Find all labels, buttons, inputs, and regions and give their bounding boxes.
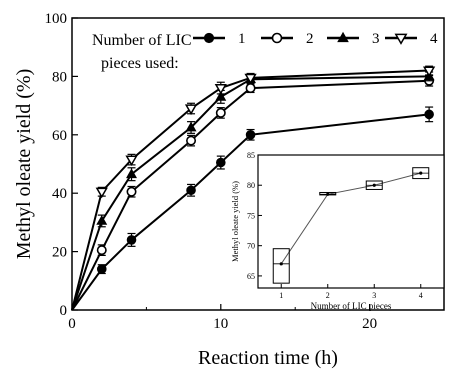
series-4 xyxy=(71,65,436,311)
inset-y-tick-label: 80 xyxy=(247,181,255,190)
data-point xyxy=(215,90,227,101)
data-point xyxy=(126,235,137,245)
data-point xyxy=(424,109,434,120)
legend-marker xyxy=(337,31,349,43)
data-point xyxy=(245,130,256,140)
inset-x-tick-label: 1 xyxy=(279,291,283,300)
data-point xyxy=(244,73,257,85)
x-axis-label: Reaction time (h) xyxy=(198,347,338,369)
inset-y-tick-label: 75 xyxy=(247,211,255,220)
x-tick-label: 20 xyxy=(362,316,377,332)
data-point xyxy=(245,83,256,94)
inset-data-point xyxy=(372,183,376,187)
inset-data-point xyxy=(326,192,330,196)
data-point xyxy=(214,83,227,95)
inset-series-line xyxy=(280,172,421,265)
legend-label: 4 xyxy=(430,31,438,47)
inset-y-tick-label: 65 xyxy=(247,272,255,281)
x-tick-label: 10 xyxy=(213,316,228,332)
series-1 xyxy=(71,106,434,311)
data-point xyxy=(96,264,107,274)
inset-frame xyxy=(257,154,445,289)
y-tick-label: 20 xyxy=(52,245,67,261)
inset-box xyxy=(272,248,290,284)
y-tick-label: 80 xyxy=(52,69,67,85)
data-point xyxy=(216,157,226,168)
inset-data-point xyxy=(279,262,283,266)
data-point xyxy=(126,168,137,179)
legend-marker xyxy=(203,32,215,44)
legend-label: 3 xyxy=(372,31,380,47)
inset-x-tick-label: 3 xyxy=(372,291,376,300)
y-tick-label: 60 xyxy=(52,128,67,144)
data-point xyxy=(96,245,107,256)
inset-x-tick-label: 2 xyxy=(326,291,330,300)
data-point xyxy=(185,121,197,132)
data-point xyxy=(96,215,108,225)
legend-label: 1 xyxy=(238,31,246,47)
y-tick-label: 100 xyxy=(45,11,68,27)
legend-title-line: Number of LIC xyxy=(92,32,192,49)
legend-marker xyxy=(271,32,283,44)
legend: Number of LIC pieces used: 1 2 3 4 xyxy=(92,31,438,72)
x-tick-label: 0 xyxy=(68,316,76,332)
data-point xyxy=(126,186,137,197)
data-point xyxy=(184,104,198,116)
data-point xyxy=(95,187,108,199)
inset-y-axis-label: Methyl oleate yield (%) xyxy=(230,181,240,262)
data-point xyxy=(125,155,138,167)
y-axis-label: Methyl oleate yield (%) xyxy=(13,69,35,260)
inset-x-axis-label: Number of LIC pieces xyxy=(311,301,392,311)
main-plot: 0 20 40 60 80 100 0 10 20 Reaction time (h) Methyl… xyxy=(13,11,445,369)
inset-y-tick-label: 70 xyxy=(247,242,255,251)
legend-title-line: pieces used: xyxy=(101,55,179,72)
y-tick-label: 40 xyxy=(52,186,67,202)
legend-marker xyxy=(394,33,408,45)
inset-x-tick-label: 4 xyxy=(419,291,423,300)
inset-data-point xyxy=(419,171,423,175)
data-point xyxy=(215,107,226,118)
data-point xyxy=(422,66,436,78)
data-point xyxy=(186,135,197,146)
y-tick-label: 0 xyxy=(60,303,68,319)
inset-plot: 65 70 75 80 85 1 2 3 4 Number of LIC pieces Methyl… xyxy=(230,151,445,311)
inset-y-tick-label: 85 xyxy=(247,151,255,160)
legend-label: 2 xyxy=(306,31,314,47)
data-point xyxy=(186,185,196,196)
